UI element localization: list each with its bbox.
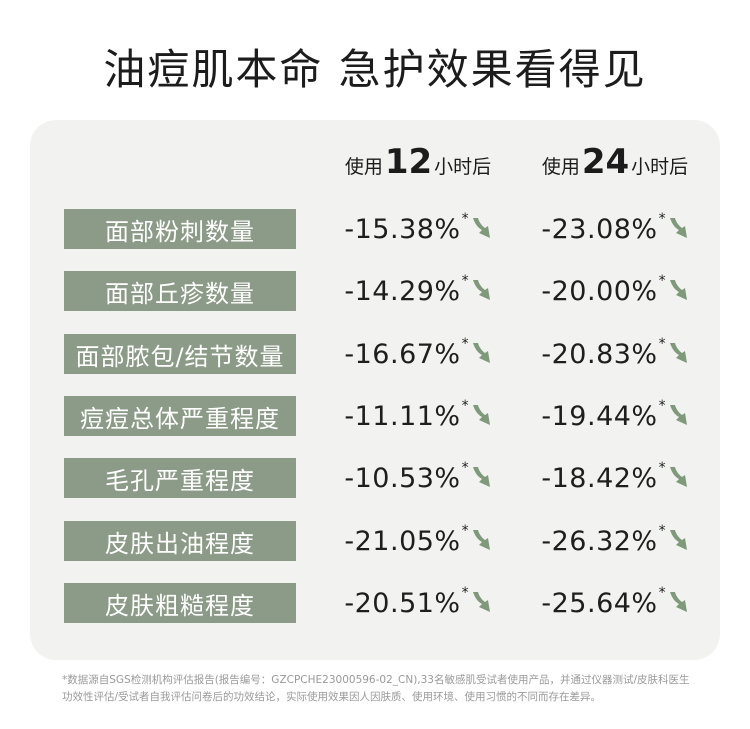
footnote: *数据源自SGS检测机构评估报告(报告编号：GZCPCHE23000596-02…: [62, 674, 690, 703]
percent-value: -15.38%: [344, 213, 461, 245]
percent-value: -10.53%: [344, 462, 461, 494]
percent-value: -21.05%: [344, 525, 461, 557]
value-12h: -14.29% *: [318, 271, 518, 311]
row-label: 毛孔严重程度: [64, 458, 296, 498]
down-arrow-icon: [470, 341, 492, 367]
footnote-marker: *: [461, 211, 469, 227]
footnote-marker: *: [658, 336, 666, 352]
down-arrow-icon: [470, 590, 492, 616]
down-arrow-icon: [667, 278, 689, 304]
column-prefix: 使用: [344, 156, 383, 178]
footnote-marker: *: [461, 585, 469, 601]
percent-value: -26.32%: [541, 525, 658, 557]
value-24h: -19.44% *: [515, 396, 715, 436]
percent-value: -20.00%: [541, 275, 658, 307]
row-label: 面部脓包/结节数量: [64, 334, 296, 374]
row-label: 面部丘疹数量: [64, 271, 296, 311]
value-24h: -20.00% *: [515, 271, 715, 311]
percent-value: -18.42%: [541, 462, 658, 494]
percent-value: -11.11%: [344, 400, 461, 432]
value-12h: -16.67% *: [318, 334, 518, 374]
value-24h: -26.32% *: [515, 521, 715, 561]
down-arrow-icon: [667, 216, 689, 242]
row-label: 皮肤出油程度: [64, 521, 296, 561]
percent-value: -23.08%: [541, 213, 658, 245]
value-12h: -15.38% *: [318, 209, 518, 249]
down-arrow-icon: [667, 341, 689, 367]
value-24h: -25.64% *: [515, 583, 715, 623]
down-arrow-icon: [470, 465, 492, 491]
value-24h: -23.08% *: [515, 209, 715, 249]
footnote-marker: *: [658, 273, 666, 289]
value-24h: -18.42% *: [515, 458, 715, 498]
column-suffix: 小时后: [434, 156, 492, 178]
value-12h: -10.53% *: [318, 458, 518, 498]
footnote-marker: *: [658, 585, 666, 601]
value-12h: -11.11% *: [318, 396, 518, 436]
row-label: 面部粉刺数量: [64, 209, 296, 249]
column-header-24h: 使用 24 小时后: [515, 142, 715, 186]
down-arrow-icon: [667, 465, 689, 491]
results-panel: [30, 120, 720, 660]
value-24h: -20.83% *: [515, 334, 715, 374]
row-label: 皮肤粗糙程度: [64, 583, 296, 623]
percent-value: -20.51%: [344, 587, 461, 619]
down-arrow-icon: [470, 216, 492, 242]
down-arrow-icon: [667, 403, 689, 429]
value-12h: -20.51% *: [318, 583, 518, 623]
down-arrow-icon: [667, 528, 689, 554]
footnote-marker: *: [461, 523, 469, 539]
down-arrow-icon: [470, 528, 492, 554]
row-label: 痘痘总体严重程度: [64, 396, 296, 436]
value-12h: -21.05% *: [318, 521, 518, 561]
footnote-marker: *: [658, 398, 666, 414]
down-arrow-icon: [667, 590, 689, 616]
footnote-marker: *: [461, 398, 469, 414]
percent-value: -20.83%: [541, 338, 658, 370]
down-arrow-icon: [470, 403, 492, 429]
column-hours: 24: [581, 142, 630, 182]
footnote-marker: *: [461, 460, 469, 476]
column-hours: 12: [384, 142, 433, 182]
percent-value: -16.67%: [344, 338, 461, 370]
footnote-marker: *: [461, 273, 469, 289]
column-prefix: 使用: [541, 156, 580, 178]
footnote-marker: *: [658, 460, 666, 476]
percent-value: -14.29%: [344, 275, 461, 307]
column-header-12h: 使用 12 小时后: [318, 142, 518, 186]
column-suffix: 小时后: [631, 156, 689, 178]
down-arrow-icon: [470, 278, 492, 304]
footnote-marker: *: [658, 211, 666, 227]
percent-value: -25.64%: [541, 587, 658, 619]
page-title: 油痘肌本命 急护效果看得见: [103, 45, 647, 94]
footnote-marker: *: [658, 523, 666, 539]
footnote-marker: *: [461, 336, 469, 352]
percent-value: -19.44%: [541, 400, 658, 432]
